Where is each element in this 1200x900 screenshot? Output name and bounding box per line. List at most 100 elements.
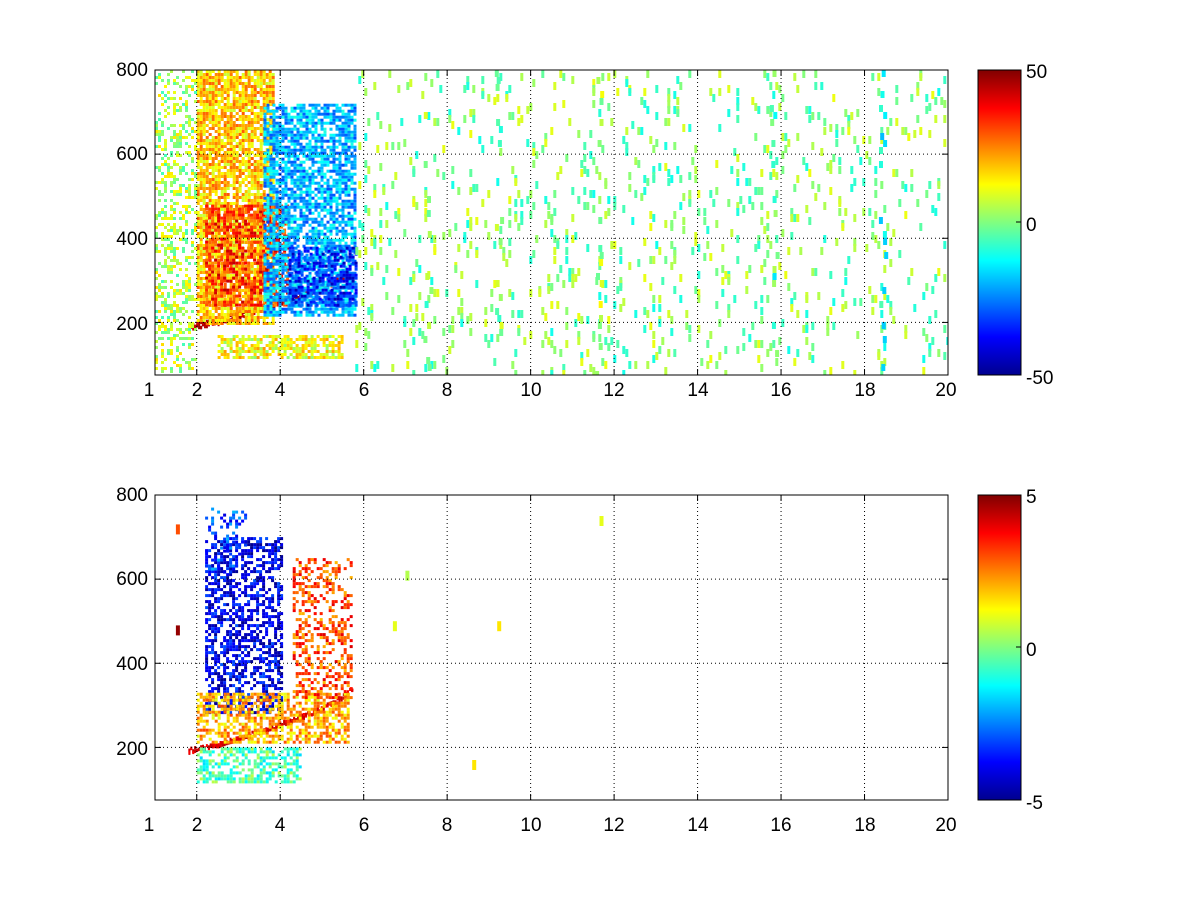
- heatmap-cell: [220, 193, 224, 196]
- heatmap-cell: [305, 310, 309, 314]
- heatmap-cell: [266, 127, 270, 131]
- heatmap-cell: [341, 181, 345, 185]
- heatmap-cell: [275, 247, 279, 251]
- heatmap-cell: [205, 246, 209, 250]
- heatmap-cell: [202, 142, 206, 145]
- heatmap-cell: [226, 225, 230, 229]
- heatmap-cell: [247, 249, 251, 253]
- heatmap-cell: [196, 217, 200, 220]
- heatmap-cell: [311, 220, 315, 224]
- heatmap-cell: [226, 73, 230, 76]
- heatmap-cell: [323, 226, 327, 230]
- heatmap-cell: [244, 151, 248, 154]
- heatmap-cell: [344, 154, 348, 158]
- heatmap-cell: [256, 322, 260, 325]
- heatmap-cell: [176, 136, 179, 139]
- heatmap-cell: [220, 100, 224, 103]
- heatmap-cell: [274, 300, 278, 304]
- heatmap-cell: [344, 265, 348, 269]
- heatmap-cell: [161, 121, 164, 124]
- heatmap-cell: [259, 243, 263, 247]
- heatmap-cell: [275, 193, 279, 197]
- heatmap-cell: [262, 76, 266, 79]
- heatmap-cell: [277, 237, 281, 241]
- heatmap-cell: [339, 246, 343, 250]
- heatmap-cell: [241, 73, 245, 76]
- heatmap-cell: [278, 214, 282, 218]
- heatmap-cell: [272, 313, 276, 317]
- heatmap-cell: [308, 280, 312, 284]
- heatmap-cell: [323, 295, 327, 299]
- heatmap-cell: [308, 193, 312, 197]
- heatmap-cell: [263, 160, 267, 164]
- heatmap-cell: [332, 217, 336, 221]
- heatmap-cell: [342, 285, 346, 289]
- heatmap-cell: [199, 199, 203, 202]
- heatmap-cell: [300, 294, 304, 298]
- heatmap-cell: [199, 187, 203, 190]
- heatmap-cell: [341, 214, 345, 218]
- heatmap-cell: [247, 142, 251, 145]
- heatmap-cell: [275, 298, 279, 302]
- heatmap-cell: [339, 264, 343, 268]
- heatmap-cell: [211, 226, 215, 229]
- heatmap-cell: [217, 301, 221, 304]
- heatmap-cell: [271, 100, 275, 103]
- heatmap-cell: [232, 270, 236, 274]
- heatmap-cell: [299, 136, 303, 140]
- heatmap-cell: [272, 175, 276, 179]
- heatmap-cell: [344, 160, 348, 164]
- heatmap-cell: [342, 249, 346, 253]
- heatmap-cell: [232, 319, 236, 322]
- heatmap-cell: [293, 310, 297, 314]
- heatmap-cell: [223, 88, 227, 91]
- heatmap-cell: [299, 250, 303, 254]
- heatmap-cell: [241, 220, 245, 223]
- heatmap-cell: [272, 163, 276, 167]
- heatmap-cell: [335, 205, 339, 209]
- heatmap-cell: [350, 142, 354, 146]
- heatmap-cell: [232, 193, 236, 196]
- heatmap-cell: [214, 79, 218, 82]
- heatmap-cell: [296, 229, 300, 233]
- heatmap-cell: [324, 273, 328, 277]
- heatmap-cell: [262, 103, 266, 106]
- heatmap-cell: [202, 190, 206, 193]
- heatmap-cell: [161, 238, 164, 241]
- heatmap-cell: [220, 208, 224, 211]
- heatmap-cell: [335, 139, 339, 143]
- heatmap-cell: [297, 258, 301, 262]
- heatmap-cell: [238, 271, 242, 274]
- heatmap-cell: [265, 172, 269, 175]
- heatmap-cell: [305, 205, 309, 209]
- heatmap-cell: [305, 301, 309, 305]
- heatmap-cell: [217, 228, 221, 232]
- heatmap-cell: [196, 88, 200, 91]
- heatmap-cell: [173, 256, 176, 259]
- heatmap-cell: [347, 127, 351, 131]
- heatmap-cell: [281, 265, 285, 269]
- heatmap-cell: [170, 208, 173, 211]
- heatmap-cell: [330, 282, 334, 286]
- heatmap-cell: [247, 237, 251, 241]
- heatmap-cell: [226, 160, 230, 163]
- heatmap-cell: [299, 196, 303, 200]
- heatmap-cell: [281, 286, 285, 290]
- heatmap-cell: [326, 226, 330, 230]
- heatmap-cell: [341, 115, 345, 119]
- heatmap-cell: [326, 187, 330, 191]
- heatmap-cell: [317, 109, 321, 113]
- heatmap-cell: [229, 127, 233, 130]
- heatmap-cell: [299, 169, 303, 173]
- heatmap-cell: [229, 85, 233, 88]
- heatmap-cell: [220, 160, 224, 163]
- heatmap-cell: [338, 139, 342, 143]
- heatmap-cell: [232, 238, 236, 241]
- heatmap-cell: [229, 288, 233, 292]
- heatmap-cell: [199, 235, 203, 238]
- heatmap-cell: [238, 154, 242, 157]
- heatmap-cell: [238, 181, 242, 184]
- heatmap-cell: [226, 219, 230, 223]
- heatmap-cell: [202, 139, 206, 142]
- heatmap-cell: [323, 202, 327, 206]
